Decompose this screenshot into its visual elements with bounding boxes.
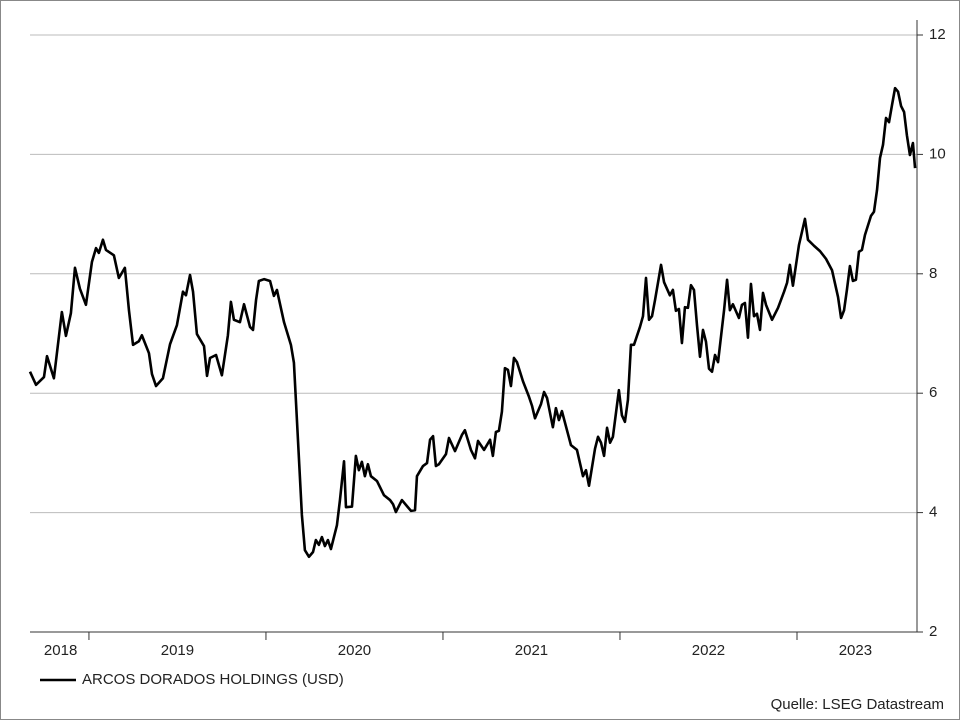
legend-label: ARCOS DORADOS HOLDINGS (USD)	[82, 671, 344, 688]
y-tick-label: 2	[929, 623, 937, 640]
source-note: Quelle: LSEG Datastream	[771, 696, 944, 713]
y-tick-label: 10	[929, 145, 946, 162]
y-tick-label: 6	[929, 384, 937, 401]
x-tick-label: 2020	[338, 642, 371, 659]
x-tick-label: 2019	[161, 642, 194, 659]
y-tick-label: 8	[929, 265, 937, 282]
price-line	[28, 86, 917, 559]
y-tick-label: 4	[929, 504, 937, 521]
x-tick-label: 2022	[692, 642, 725, 659]
x-tick-label: 2021	[515, 642, 548, 659]
x-tick-label: 2023	[839, 642, 872, 659]
y-tick-label: 12	[929, 26, 946, 43]
x-tick-label: 2018	[44, 642, 77, 659]
